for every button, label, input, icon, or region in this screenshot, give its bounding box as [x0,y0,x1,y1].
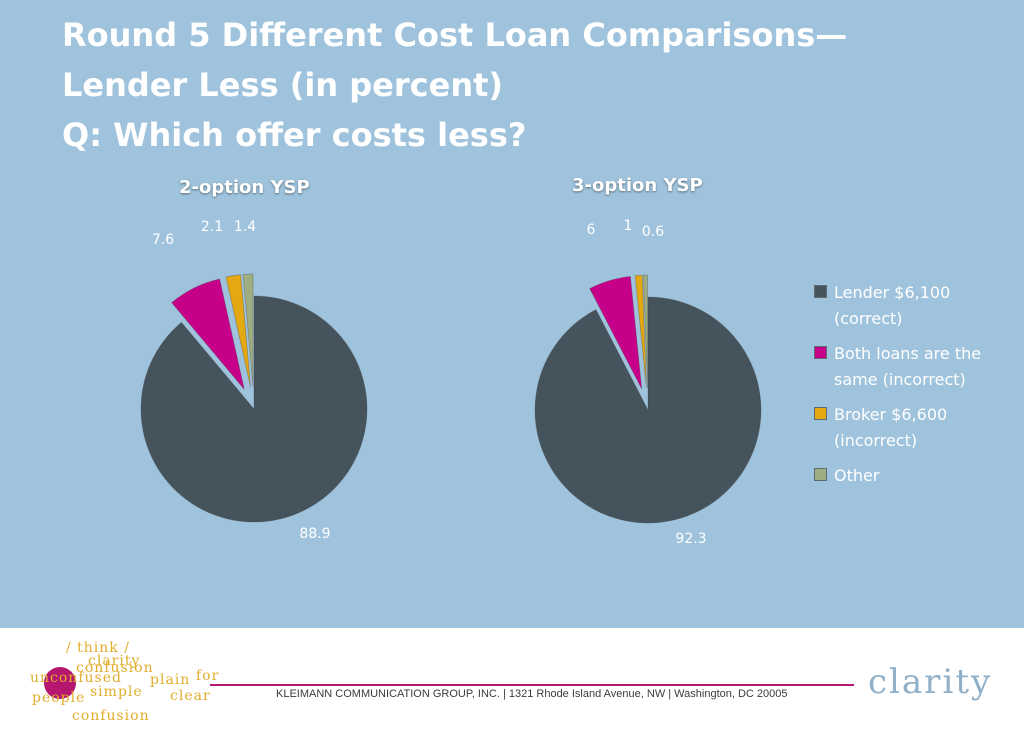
logo-word: plain [150,672,191,688]
legend-label: Lender $6,100 [834,283,951,302]
legend-label: (correct) [834,309,903,328]
data-label-other: 0.6 [642,224,664,240]
pie-chart-3-option: 92.3 6 1 0.6 [534,218,762,547]
legend-swatch [814,346,827,359]
logo-word: for [196,668,220,684]
pie-slice-other [242,273,254,388]
logo-word: people [32,690,86,706]
legend-label: same (incorrect) [834,370,966,389]
logo-word: clarity [88,653,141,669]
logo-word: unconfused [30,670,122,686]
data-label-broker: 2.1 [201,219,223,235]
legend-item-lender: Lender $6,100 (correct) [814,280,1014,332]
logo-word: confusion [72,708,150,724]
pie-slice-both-same [589,276,643,390]
legend-item-other: Other [814,463,1014,489]
pie-slice-lender [534,296,762,524]
slide-background [0,0,1024,628]
data-label-both-same: 7.6 [152,232,174,248]
legend-swatch [814,468,827,481]
legend-label: (incorrect) [834,431,918,450]
slide-title: Round 5 Different Cost Loan Comparisons—… [62,10,962,160]
title-line-3: Q: Which offer costs less? [62,116,527,154]
legend-label: Both loans are the [834,344,982,363]
legend-label: Other [834,466,880,485]
pie-chart-2-option: 88.9 7.6 2.1 1.4 [140,219,368,542]
data-label-other: 1.4 [234,219,256,235]
logo-word: clear [170,688,211,704]
legend-item-both-same: Both loans are the same (incorrect) [814,341,1014,393]
data-label-both-same: 6 [587,222,596,238]
title-line-2: Lender Less (in percent) [62,66,504,104]
legend-label: Broker $6,600 [834,405,948,424]
footer-address: KLEIMANN COMMUNICATION GROUP, INC. | 132… [276,688,788,700]
chart-legend: Lender $6,100 (correct) Both loans are th… [814,280,1014,498]
pie-slice-other [642,274,648,389]
legend-swatch [814,285,827,298]
logo-word: / think / [66,640,130,656]
title-line-1: Round 5 Different Cost Loan Comparisons— [62,16,848,54]
logo-dot-icon [44,667,76,699]
data-label-broker: 1 [624,218,633,234]
chart-1-title: 2-option YSP [179,177,310,198]
footer-divider [210,684,854,686]
logo-word: simple [90,684,143,700]
legend-swatch [814,407,827,420]
data-label-lender: 88.9 [299,526,330,542]
pie-slice-broker [634,274,647,389]
legend-item-broker: Broker $6,600 (incorrect) [814,402,1014,454]
pie-slice-broker [225,274,252,388]
chart-2-title: 3-option YSP [572,175,703,196]
brand-logo: clarity [868,662,993,702]
logo-word: confusion [76,660,154,676]
pie-slice-both-same [171,278,245,390]
pie-slice-lender [140,295,368,523]
data-label-lender: 92.3 [675,531,706,547]
